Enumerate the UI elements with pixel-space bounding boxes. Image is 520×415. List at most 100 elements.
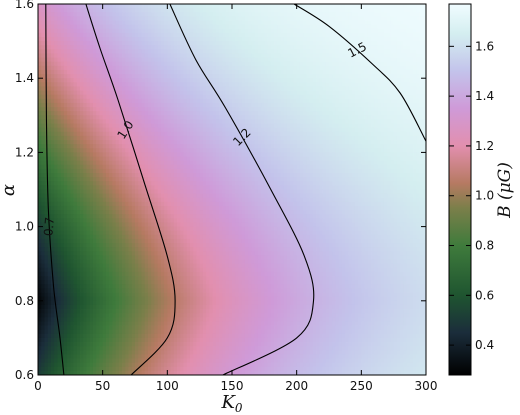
heatmap-cell — [215, 53, 220, 58]
heatmap-cell — [177, 148, 181, 153]
heatmap-cell — [316, 61, 320, 67]
heatmap-cell — [248, 94, 252, 100]
heatmap-cell — [96, 57, 100, 63]
heatmap-cell — [261, 4, 265, 9]
heatmap-cell — [215, 98, 220, 104]
heatmap-cell — [416, 119, 420, 124]
heatmap-cell — [364, 78, 369, 83]
heatmap-cell — [96, 98, 100, 104]
heatmap-cell — [109, 168, 113, 174]
heatmap-cell — [235, 12, 239, 17]
heatmap-cell — [280, 152, 285, 157]
heatmap-cell — [177, 4, 181, 9]
heatmap-cell — [225, 127, 230, 133]
heatmap-cell — [89, 94, 94, 100]
heatmap-cell — [319, 160, 323, 166]
heatmap-cell — [286, 127, 291, 133]
heatmap-cell — [261, 127, 265, 133]
heatmap-cell — [235, 20, 239, 26]
heatmap-cell — [377, 98, 382, 104]
heatmap-cell — [225, 119, 230, 124]
heatmap-cell — [383, 61, 388, 67]
heatmap-cell — [332, 32, 336, 38]
heatmap-cell — [316, 131, 320, 137]
heatmap-cell — [403, 164, 407, 170]
heatmap-cell — [138, 24, 142, 30]
heatmap-cell — [345, 135, 349, 141]
heatmap-cell — [41, 102, 45, 108]
heatmap-cell — [306, 135, 310, 141]
heatmap-cell — [335, 131, 340, 137]
heatmap-cell — [393, 140, 398, 145]
heatmap-cell — [396, 69, 401, 75]
heatmap-cell — [322, 4, 327, 9]
heatmap-cell — [60, 98, 65, 104]
heatmap-cell — [86, 82, 91, 87]
heatmap-cell — [348, 160, 353, 166]
heatmap-cell — [47, 127, 52, 133]
heatmap-cell — [348, 127, 353, 133]
heatmap-cell — [99, 164, 104, 170]
heatmap-cell — [329, 111, 333, 116]
heatmap-cell — [244, 82, 249, 87]
heatmap-cell — [92, 86, 97, 91]
heatmap-cell — [83, 74, 87, 79]
heatmap-cell — [215, 69, 220, 75]
heatmap-cell — [325, 90, 330, 96]
heatmap-cell — [332, 61, 336, 67]
heatmap-cell — [261, 41, 265, 46]
heatmap-cell — [413, 82, 417, 87]
heatmap-cell — [335, 168, 340, 174]
heatmap-cell — [277, 24, 281, 30]
heatmap-cell — [296, 45, 301, 50]
heatmap-cell — [348, 8, 353, 13]
heatmap-cell — [115, 82, 120, 87]
heatmap-cell — [248, 156, 252, 162]
heatmap-cell — [63, 160, 68, 166]
heatmap-cell — [290, 98, 294, 104]
heatmap-cell — [173, 160, 178, 166]
heatmap-cell — [225, 53, 230, 58]
heatmap-cell — [296, 53, 301, 58]
heatmap-cell — [112, 140, 116, 145]
heatmap-cell — [86, 160, 91, 166]
heatmap-cell — [341, 102, 346, 108]
heatmap-cell — [115, 173, 120, 178]
heatmap-cell — [406, 127, 411, 133]
heatmap-cell — [206, 8, 210, 13]
heatmap-cell — [403, 61, 407, 67]
heatmap-cell — [222, 111, 226, 116]
heatmap-cell — [154, 49, 159, 54]
heatmap-cell — [86, 107, 91, 112]
heatmap-cell — [118, 119, 123, 124]
heatmap-cell — [157, 156, 162, 162]
heatmap-cell — [105, 140, 110, 145]
heatmap-cell — [283, 24, 288, 30]
heatmap-cell — [267, 74, 272, 79]
heatmap-cell — [183, 135, 188, 141]
heatmap-cell — [325, 119, 330, 124]
heatmap-cell — [329, 61, 333, 67]
heatmap-cell — [47, 102, 52, 108]
heatmap-cell — [244, 69, 249, 75]
heatmap-cell — [86, 140, 91, 145]
heatmap-cell — [215, 45, 220, 50]
heatmap-cell — [393, 32, 398, 38]
heatmap-cell — [118, 156, 123, 162]
heatmap-cell — [400, 57, 404, 63]
heatmap-cell — [274, 4, 278, 9]
heatmap-cell — [70, 119, 74, 124]
heatmap-cell — [332, 82, 336, 87]
heatmap-cell — [76, 86, 81, 91]
heatmap-cell — [177, 119, 181, 124]
heatmap-cell — [164, 86, 168, 91]
heatmap-cell — [354, 74, 359, 79]
heatmap-cell — [413, 32, 417, 38]
heatmap-cell — [164, 65, 168, 71]
heatmap-cell — [267, 115, 272, 120]
heatmap-cell — [390, 144, 395, 149]
heatmap-cell — [283, 102, 288, 108]
heatmap-cell — [189, 24, 194, 30]
heatmap-cell — [50, 140, 55, 145]
heatmap-cell — [299, 107, 304, 112]
